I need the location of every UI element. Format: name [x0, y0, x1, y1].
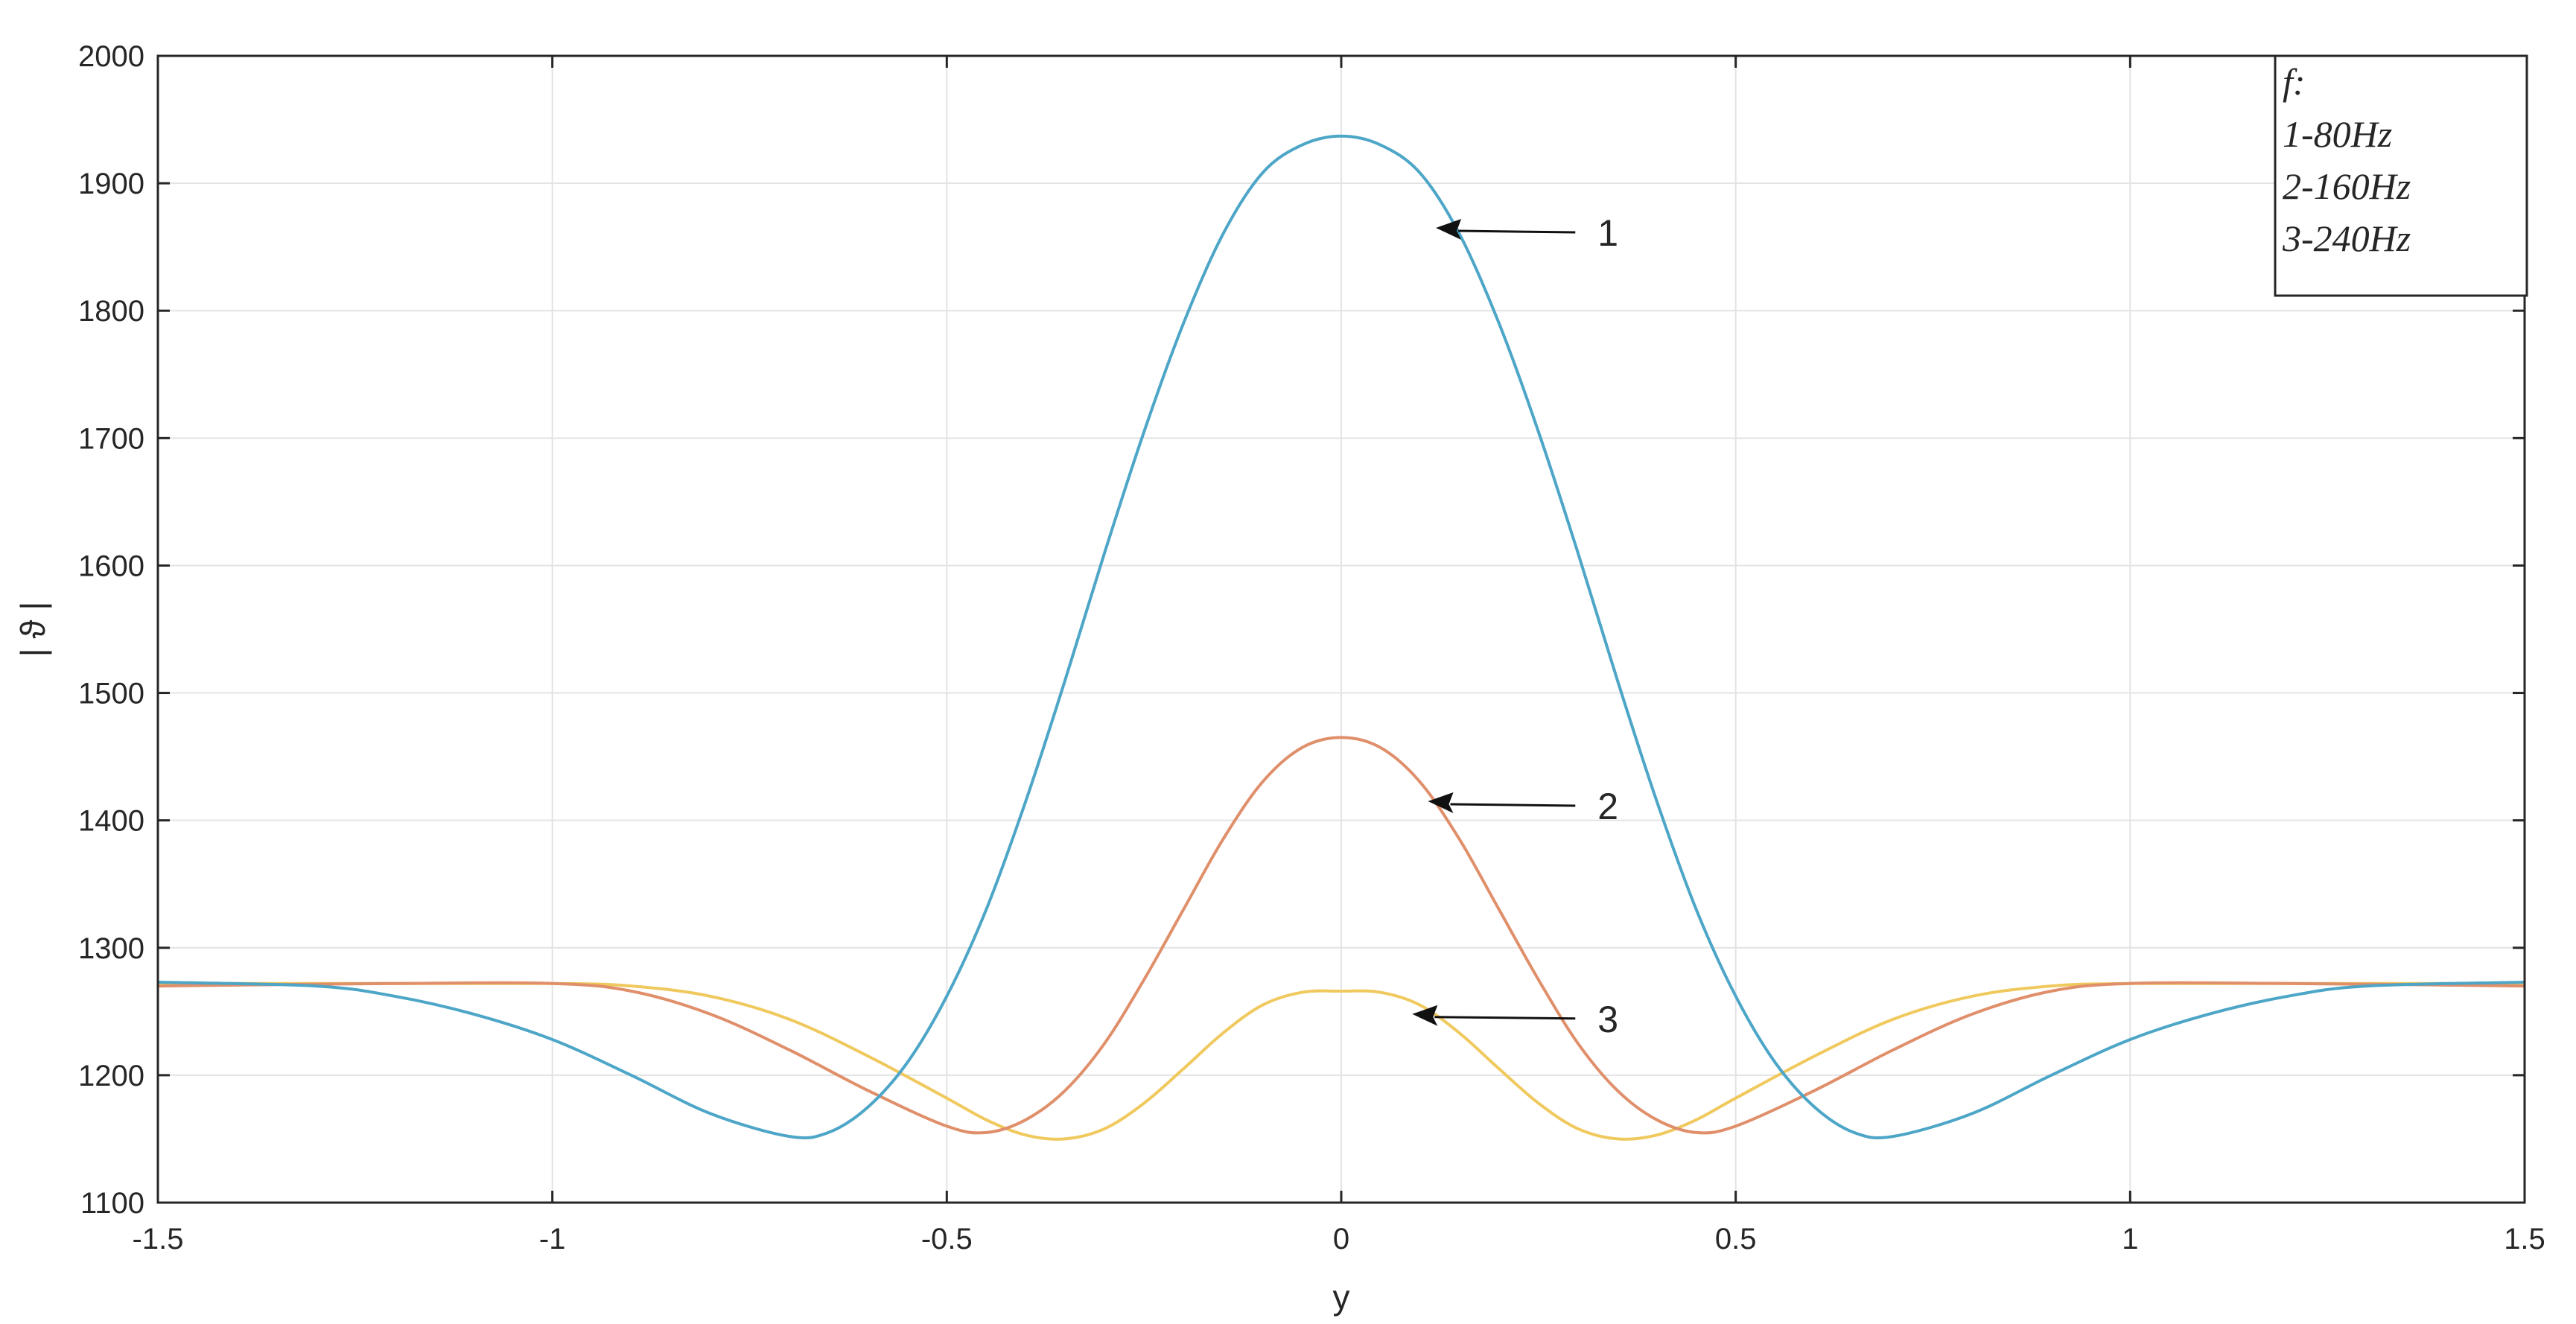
annotation-label-2: 2 — [1597, 786, 1618, 827]
series-line-2 — [157, 736, 2525, 1135]
x-tick-label: -1.5 — [133, 1223, 184, 1255]
x-tick-label: 0.5 — [1715, 1223, 1757, 1255]
annotation-arrow-1 — [1458, 229, 1576, 234]
y-tick-label: 1400 — [78, 805, 144, 838]
legend-entry: 3-240Hz — [2282, 217, 2411, 259]
y-tick-label: 1800 — [78, 295, 144, 328]
y-tick-label: 2000 — [78, 40, 144, 73]
legend-box: f: 1-80Hz 2-160Hz 3-240Hz — [2274, 54, 2528, 297]
annotation-arrowhead-3 — [1412, 1005, 1438, 1026]
x-tick-label: 1.5 — [2504, 1223, 2545, 1255]
y-tick-label: 1200 — [78, 1060, 144, 1092]
y-tick-label: 1700 — [78, 422, 144, 455]
y-axis-label: | ϑ | — [13, 602, 52, 658]
legend-entry: 1-80Hz — [2283, 113, 2392, 155]
x-tick-label: -1 — [539, 1223, 566, 1255]
legend-frame — [2274, 54, 2528, 297]
y-tick-label: 1300 — [78, 932, 144, 965]
annotations: 1 2 3 — [1412, 212, 1618, 1040]
annotation-arrowhead-2 — [1428, 792, 1454, 813]
annotation-arrow-3 — [1434, 1016, 1576, 1020]
legend-entry: f: — [2283, 61, 2306, 103]
ticks: -1.5 -1 -0.5 0 0.5 1 1.5 1100 1200 1300 1400 1500 16… — [78, 40, 2545, 1255]
annotation-label-3: 3 — [1597, 999, 1618, 1040]
x-tick-label: 1 — [2122, 1223, 2138, 1255]
x-tick-label: -0.5 — [921, 1223, 973, 1255]
annotation-arrow-2 — [1450, 803, 1576, 807]
y-tick-label: 1100 — [80, 1187, 144, 1220]
series-line-3 — [158, 981, 2525, 1141]
series-line-1 — [157, 134, 2525, 1139]
y-tick-label: 1500 — [78, 678, 144, 710]
legend-entry: 2-160Hz — [2283, 165, 2411, 207]
y-tick-label: 1900 — [78, 168, 144, 200]
x-tick-label: 0 — [1333, 1223, 1349, 1255]
grid — [158, 56, 2525, 1203]
x-axis-label: y — [1333, 1278, 1350, 1317]
annotation-label-1: 1 — [1597, 212, 1618, 254]
y-tick-label: 1600 — [78, 550, 144, 582]
series-layer — [157, 134, 2525, 1141]
annotation-arrowhead-1 — [1436, 219, 1462, 240]
